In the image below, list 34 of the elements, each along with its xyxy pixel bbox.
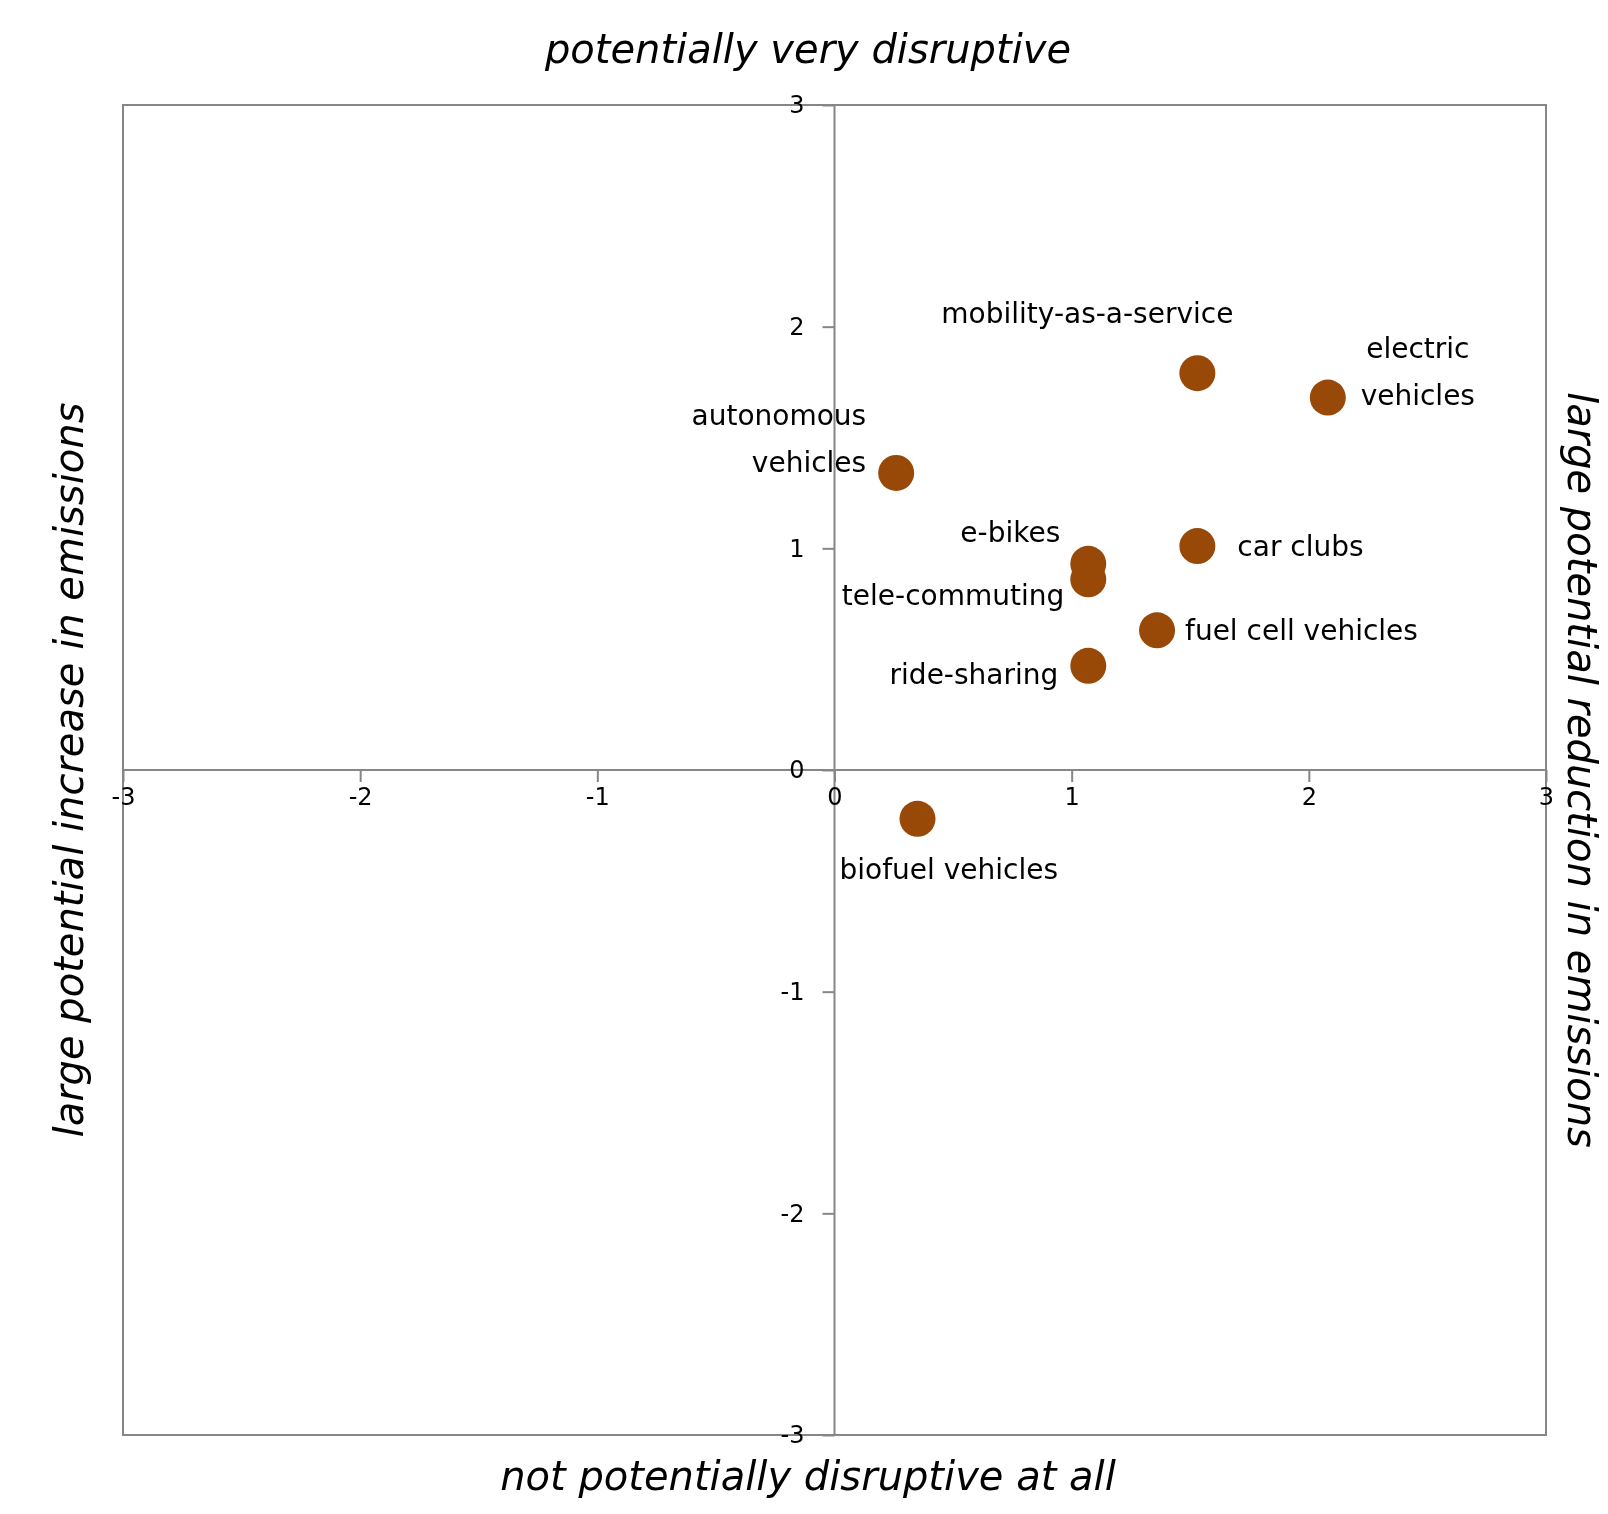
y-tick-label: 3 [789, 91, 805, 120]
annotation: e-bikes [960, 515, 1061, 549]
x-tick-label: -1 [585, 783, 610, 812]
x-tick-label: 1 [1064, 783, 1080, 812]
annotation: mobility-as-a-service [941, 297, 1234, 331]
point [1179, 528, 1216, 565]
annotation: autonomous vehicles [691, 398, 867, 479]
y2-axis-title: large potential reduction in emissions [1559, 392, 1605, 1148]
y-tick-label: 2 [789, 312, 805, 341]
x-axis-title: not potentially disruptive at all [500, 1453, 1116, 1499]
annotation: biofuel vehicles [839, 852, 1059, 886]
annotation: electric vehicles [1360, 331, 1475, 412]
x-tick-label: -2 [348, 783, 373, 812]
point [1179, 355, 1216, 392]
y-tick-label: -1 [780, 977, 805, 1006]
annotation: fuel cell vehicles [1185, 614, 1418, 648]
y-axis-title: large potential increase in emissions [46, 402, 92, 1138]
y-tick-label: 0 [789, 756, 805, 785]
y-tick-label: 1 [789, 534, 805, 563]
point [1309, 379, 1346, 416]
y-tick-label: -3 [780, 1421, 805, 1450]
x-tick-label: 2 [1301, 783, 1317, 812]
annotation: car clubs [1237, 530, 1364, 564]
annotation: tele-commuting [841, 579, 1065, 613]
x-tick-label: -3 [111, 783, 136, 812]
annotation: ride-sharing [889, 657, 1059, 691]
point [878, 454, 915, 491]
x-tick-label: 3 [1538, 783, 1555, 812]
y-tick-label: -2 [780, 1199, 805, 1228]
x-tick-label: 0 [827, 783, 843, 812]
point [1070, 647, 1107, 684]
chart-title: potentially very disruptive [543, 26, 1072, 72]
point [1139, 612, 1176, 649]
point [899, 800, 936, 837]
